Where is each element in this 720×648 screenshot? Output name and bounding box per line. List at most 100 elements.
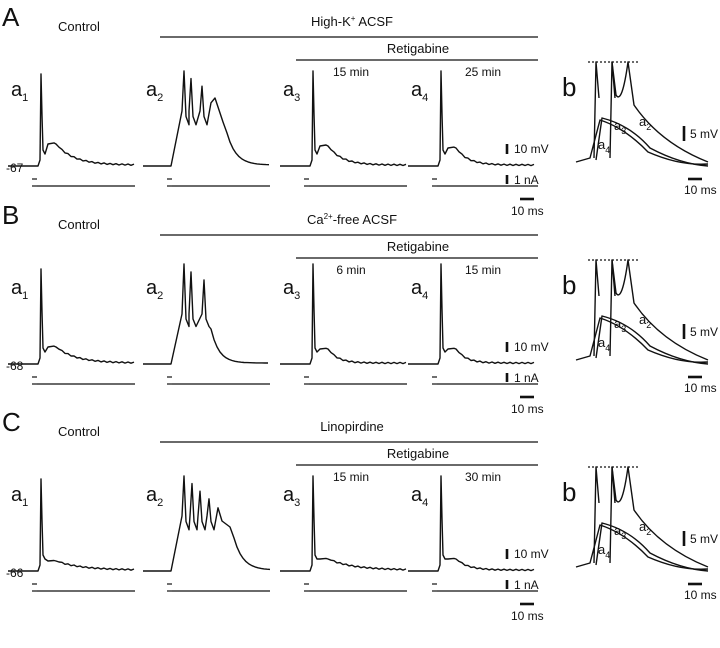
trace-label-a3-letter: a [283, 484, 295, 506]
overlay-label-a4: a4 [598, 137, 610, 155]
time-label-2: 25 min [465, 65, 501, 79]
retigabine-label: Retigabine [387, 239, 449, 254]
condition-label: Linopirdine [320, 419, 384, 434]
overlay-label-a4-index: 4 [605, 145, 610, 155]
overlay-trace-a4 [575, 524, 709, 570]
time-label-1: 15 min [333, 65, 369, 79]
trace-label-a4-index: 4 [422, 290, 428, 302]
time-label-1: 6 min [336, 263, 365, 277]
overlay-scale-time-label: 10 ms [684, 183, 717, 197]
trace-label-a2-index: 2 [157, 92, 163, 104]
overlay-label-a2-index: 2 [646, 527, 651, 537]
overlay-label-a2-index: 2 [646, 122, 651, 132]
trace-label-a1: a1 [11, 484, 28, 509]
trace-label-a1: a1 [11, 79, 28, 104]
overlay-label-a2-index: 2 [646, 320, 651, 330]
condition-suffix: -free ACSF [333, 212, 397, 227]
trace-label-a2: a2 [146, 277, 163, 302]
overlay-label-a3-letter: a [614, 316, 622, 331]
overlay-scale-voltage-label: 5 mV [690, 532, 718, 546]
trace-label-a2-index: 2 [157, 497, 163, 509]
overlay-panel-label: b [562, 477, 576, 507]
overlay-scale-time-label: 10 ms [684, 588, 717, 602]
overlay-label-a2-letter: a [639, 312, 647, 327]
resting-potential-label: -67 [6, 161, 24, 175]
voltage-trace-a3 [280, 70, 407, 167]
panel-label: C [2, 407, 21, 437]
trace-label-a4: a4 [411, 79, 428, 104]
overlay-label-a4-index: 4 [605, 343, 610, 353]
overlay-spike [593, 466, 600, 564]
scale-time-label: 10 ms [511, 402, 544, 416]
condition-prefix: Ca [307, 212, 324, 227]
resting-potential-label: -66 [6, 566, 24, 580]
trace-label-a4-index: 4 [422, 92, 428, 104]
trace-label-a2-letter: a [146, 277, 158, 299]
trace-label-a1-index: 1 [22, 497, 28, 509]
voltage-trace-a1 [8, 73, 135, 167]
overlay-scale-voltage-label: 5 mV [690, 325, 718, 339]
trace-label-a3: a3 [283, 79, 300, 104]
scale-time-label: 10 ms [511, 609, 544, 623]
panel-b: B Control Ca2+-free ACSF Retigabine 6 min 1 5 … [2, 200, 718, 416]
overlay-label-a4-letter: a [598, 137, 606, 152]
overlay-trace-a2 [611, 259, 709, 361]
scale-voltage-label: 10 mV [514, 142, 549, 156]
overlay-panel-label: b [562, 270, 576, 300]
retigabine-label: Retigabine [387, 41, 449, 56]
overlay-scale-time-label: 10 ms [684, 381, 717, 395]
overlay-spike [593, 61, 600, 159]
overlay-scale-voltage-label: 5 mV [690, 127, 718, 141]
overlay-trace-a2 [611, 466, 709, 568]
overlay-label-a2-letter: a [639, 114, 647, 129]
overlay-label-a2: a2 [639, 114, 651, 132]
trace-label-a2-letter: a [146, 484, 158, 506]
scale-current-label: 1 nA [514, 371, 539, 385]
condition-suffix: ACSF [355, 14, 393, 29]
overlay-label-a3: a3 [614, 316, 626, 334]
voltage-trace-a3 [280, 263, 407, 365]
condition-prefix: Linopirdine [320, 419, 384, 434]
trace-label-a1-index: 1 [22, 290, 28, 302]
trace-label-a4-letter: a [411, 79, 423, 101]
trace-label-a3: a3 [283, 484, 300, 509]
control-label: Control [58, 217, 100, 232]
overlay-label-a3: a3 [614, 523, 626, 541]
voltage-trace-a2 [143, 263, 268, 365]
trace-label-a4-letter: a [411, 484, 423, 506]
voltage-trace-a2 [143, 475, 271, 572]
control-label: Control [58, 19, 100, 34]
trace-label-a3-letter: a [283, 277, 295, 299]
scale-current-label: 1 nA [514, 578, 539, 592]
overlay-label-a3-letter: a [614, 523, 622, 538]
voltage-trace-a3 [280, 475, 407, 572]
overlay-label-a2-letter: a [639, 519, 647, 534]
scale-time-label: 10 ms [511, 204, 544, 218]
condition-label: High-K+ ACSF [311, 14, 393, 29]
condition-label: Ca2+-free ACSF [307, 212, 397, 227]
overlay-label-a3-index: 3 [621, 324, 626, 334]
trace-label-a4: a4 [411, 484, 428, 509]
trace-label-a4: a4 [411, 277, 428, 302]
overlay-label-a2: a2 [639, 312, 651, 330]
overlay-trace-a2 [611, 61, 709, 163]
trace-label-a1: a1 [11, 277, 28, 302]
overlay-spike [593, 259, 600, 357]
scale-voltage-label: 10 mV [514, 547, 549, 561]
time-label-1: 15 min [333, 470, 369, 484]
overlay-label-a3-index: 3 [621, 126, 626, 136]
trace-label-a3-letter: a [283, 79, 295, 101]
voltage-trace-a1 [8, 268, 135, 365]
overlay-label-a3-index: 3 [621, 531, 626, 541]
panel-label: B [2, 200, 19, 230]
trace-label-a4-index: 4 [422, 497, 428, 509]
voltage-trace-a4 [408, 475, 535, 572]
overlay-label-a4: a4 [598, 542, 610, 560]
voltage-trace-a1 [8, 478, 135, 572]
overlay-label-a3: a3 [614, 118, 626, 136]
overlay-label-a4-letter: a [598, 542, 606, 557]
scale-voltage-label: 10 mV [514, 340, 549, 354]
condition-superscript: + [351, 14, 356, 23]
